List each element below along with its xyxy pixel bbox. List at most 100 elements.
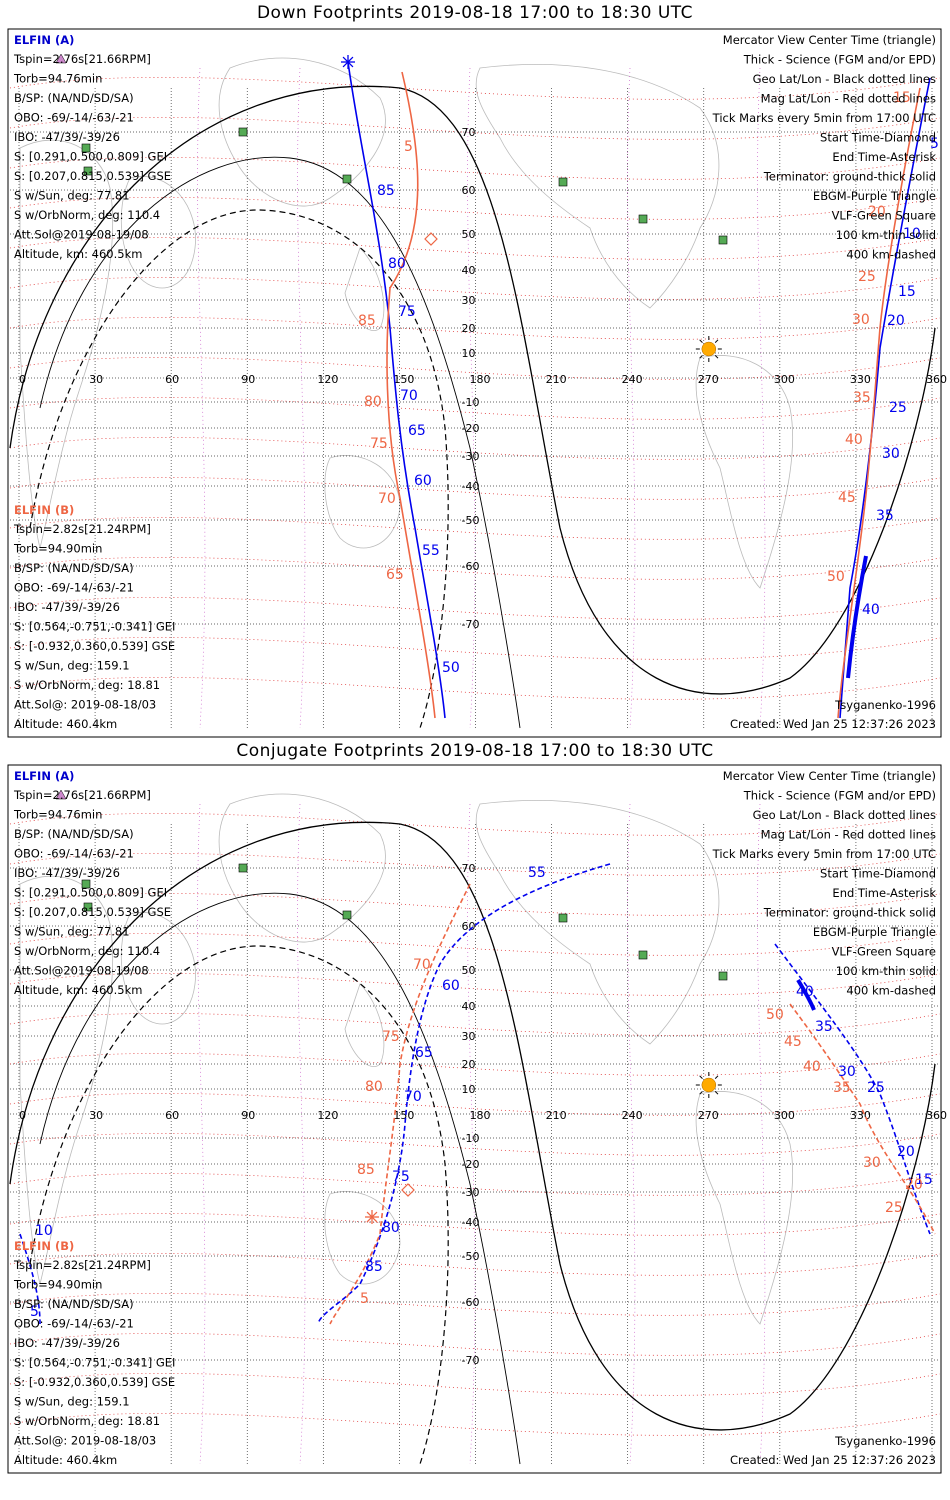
track-elfin-b [386, 71, 436, 719]
track-elfin-b [329, 883, 471, 1325]
vlf-square [83, 902, 93, 912]
continent-outline [475, 64, 720, 309]
terminator-ground [9, 85, 936, 695]
ebgm-triangle [55, 53, 67, 64]
elfin-a-label: ELFIN (A) [14, 769, 74, 783]
legend-line: 100 km-thin solid [836, 964, 936, 978]
continent-outline [19, 875, 114, 1285]
elfin-a-info-line: IBO: -47/39/-39/26 [14, 866, 120, 880]
mag-longitude-line [297, 803, 306, 1465]
elfin-b-label: ELFIN (B) [14, 503, 74, 517]
elfin-b-info-line: OBO: -69/-14/-63/-21 [14, 1317, 134, 1331]
track-label-elfin-a: 5 [930, 136, 939, 152]
elfin-b-info-line: B/SP: (NA/ND/SD/SA) [14, 561, 134, 575]
elfin-a-info-line: S: [0.207,0.815,0.539] GSE [14, 169, 171, 183]
track-label-elfin-a: 30 [882, 446, 900, 462]
sun-marker [701, 341, 717, 357]
legend-line: VLF-Green Square [832, 945, 936, 959]
legend-line: Geo Lat/Lon - Black dotted lines [753, 808, 936, 822]
terminator-400km [29, 209, 449, 729]
track-label-elfin-a: 40 [862, 602, 880, 618]
track-label-elfin-b: 40 [803, 1059, 821, 1075]
lat-tick-label: -60 [462, 560, 480, 573]
continent-outline [218, 793, 386, 943]
lon-tick-label: 90 [241, 1109, 255, 1122]
lon-tick-label: 120 [317, 373, 338, 386]
track-label-elfin-a: 10 [35, 1223, 53, 1239]
map-frame [7, 764, 942, 1474]
lat-tick-label: 50 [462, 228, 476, 241]
legend-line: 400 km-dashed [846, 984, 936, 998]
elfin-a-info-line: S w/OrbNorm, deg: 110.4 [14, 944, 160, 958]
track-label-elfin-a: 60 [414, 473, 432, 489]
track-label-elfin-b: 80 [365, 1079, 383, 1095]
vlf-square [558, 913, 568, 923]
track-label-elfin-b: 85 [358, 313, 376, 329]
elfin-b-info-line: Att.Sol@: 2019-08-18/03 [14, 698, 156, 712]
mag-latitude-line [9, 357, 941, 380]
elfin-a-info-line: IBO: -47/39/-39/26 [14, 130, 120, 144]
mag-longitude-line [297, 67, 306, 729]
mag-latitude-line [9, 437, 941, 460]
mag-latitude-line [9, 1093, 941, 1116]
mag-latitude-line [9, 853, 941, 876]
mag-latitude-line [9, 1253, 941, 1276]
elfin-b-info-line: B/SP: (NA/ND/SD/SA) [14, 1297, 134, 1311]
lon-tick-label: 300 [774, 1109, 795, 1122]
track-label-elfin-b: 30 [852, 312, 870, 328]
track-label-elfin-b: 80 [364, 394, 382, 410]
elfin-b-info-line: S: [-0.932,0.360,0.539] GSE [14, 1375, 175, 1389]
terminator-400km [29, 945, 449, 1465]
lat-tick-label: 20 [462, 322, 476, 335]
mag-latitude-line [9, 933, 941, 956]
elfin-a-info-line: B/SP: (NA/ND/SD/SA) [14, 827, 134, 841]
elfin-b-info-line: S w/OrbNorm, deg: 18.81 [14, 1414, 160, 1428]
legend-line: End Time-Asterisk [832, 886, 936, 900]
lon-tick-label: 90 [241, 373, 255, 386]
mag-latitude-line [9, 1413, 941, 1436]
vlf-square [558, 177, 568, 187]
legend-line: EBGM-Purple Triangle [813, 925, 936, 939]
track-label-elfin-a: 60 [442, 978, 460, 994]
elfin-a-info-line: Att.Sol@2019-08-19/08 [14, 228, 149, 242]
lon-tick-label: 330 [850, 373, 871, 386]
lat-tick-label: 70 [462, 126, 476, 139]
track-label-elfin-b: 5 [404, 139, 413, 155]
mag-latitude-line [9, 1013, 941, 1036]
lon-tick-label: 180 [470, 373, 491, 386]
mag-latitude-line [9, 1373, 941, 1396]
track-label-elfin-a: 20 [897, 1144, 915, 1160]
legend-line: 100 km-thin solid [836, 228, 936, 242]
track-label-elfin-a: 85 [377, 183, 395, 199]
legend-line: 400 km-dashed [846, 248, 936, 262]
sun-ray [714, 355, 719, 359]
track-label-elfin-b: 15 [893, 90, 911, 106]
track-label-elfin-a: 70 [400, 388, 418, 404]
elfin-a-info-line: B/SP: (NA/ND/SD/SA) [14, 91, 134, 105]
elfin-a-info-line: Torb=94.76min [13, 808, 102, 822]
track-label-elfin-a: 25 [889, 400, 907, 416]
terminator-100km [39, 156, 521, 729]
lon-tick-label: 240 [622, 373, 643, 386]
elfin-b-info-line: Altitude: 460.4km [14, 1453, 117, 1467]
legend-line: Thick - Science (FGM and/or EPD) [743, 53, 936, 67]
elfin-a-info-line: S w/Sun, deg: 77.81 [14, 189, 130, 203]
vlf-square [81, 879, 91, 889]
elfin-b-info-line: S: [0.564,-0.751,-0.341] GEI [14, 1356, 175, 1370]
mag-latitude-line [9, 1053, 941, 1076]
mag-longitude-line [757, 803, 766, 1465]
mag-latitude-line [9, 973, 941, 996]
track-label-elfin-a: 15 [898, 284, 916, 300]
legend-line: Start Time-Diamond [820, 867, 936, 881]
mag-latitude-line [9, 893, 941, 916]
lon-tick-label: 210 [546, 1109, 567, 1122]
mag-latitude-line [9, 517, 941, 540]
legend-line: VLF-Green Square [832, 209, 936, 223]
vlf-square [238, 127, 248, 137]
lat-tick-label: -50 [462, 1250, 480, 1263]
lat-tick-label: -30 [462, 450, 480, 463]
track-elfin-a-3 [19, 1233, 41, 1325]
created-timestamp: Created: Wed Jan 25 12:37:26 2023 [730, 717, 936, 731]
mag-longitude-line [627, 67, 636, 729]
lat-tick-label: -10 [462, 1132, 480, 1145]
